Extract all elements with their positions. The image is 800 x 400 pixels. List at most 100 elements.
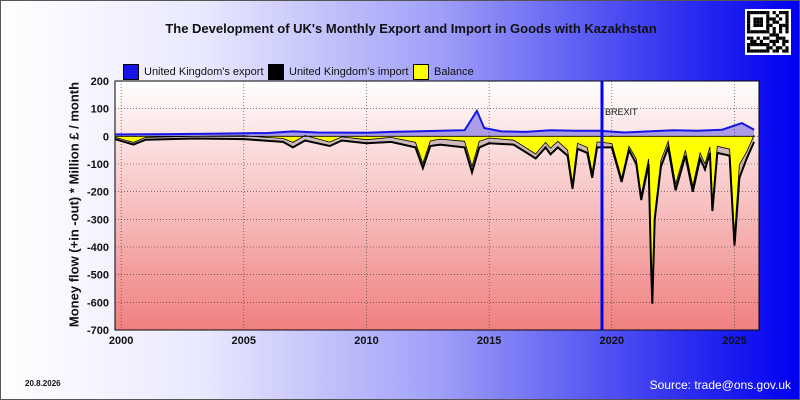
qr-module: [775, 20, 779, 24]
qr-module: [772, 39, 776, 43]
qr-module: [782, 11, 786, 15]
qr-module: [772, 43, 776, 47]
qr-module: [766, 17, 770, 21]
qr-module: [785, 30, 789, 34]
qr-module: [750, 36, 754, 40]
qr-code: [745, 9, 791, 55]
qr-module: [747, 17, 751, 21]
legend-balance: Balance: [413, 64, 474, 80]
qr-module: [747, 46, 751, 50]
legend-import-swatch: [268, 64, 284, 80]
qr-module: [756, 36, 760, 40]
qr-module: [779, 17, 783, 21]
qr-module: [750, 43, 754, 47]
qr-module: [763, 36, 767, 40]
qr-module: [763, 49, 767, 53]
x-tick-label: 2025: [722, 335, 746, 347]
qr-module: [756, 11, 760, 15]
qr-module: [766, 43, 770, 47]
qr-pattern: [747, 11, 789, 53]
qr-module: [747, 11, 751, 15]
legend-import-label: United Kingdom's import: [289, 66, 409, 78]
qr-module: [747, 49, 751, 53]
qr-module: [747, 43, 751, 47]
qr-module: [785, 27, 789, 31]
qr-module: [785, 17, 789, 21]
qr-module: [750, 11, 754, 15]
qr-module: [766, 36, 770, 40]
qr-module: [759, 17, 763, 21]
qr-module: [785, 11, 789, 15]
qr-module: [759, 20, 763, 24]
qr-module: [747, 30, 751, 34]
qr-module: [772, 20, 776, 24]
qr-module: [779, 23, 783, 27]
qr-module: [759, 11, 763, 15]
qr-module: [756, 20, 760, 24]
qr-module: [766, 14, 770, 18]
qr-module: [753, 43, 757, 47]
qr-module: [747, 27, 751, 31]
qr-module: [766, 46, 770, 50]
qr-module: [759, 43, 763, 47]
qr-module: [772, 30, 776, 34]
qr-module: [779, 36, 783, 40]
qr-module: [747, 23, 751, 27]
qr-module: [753, 39, 757, 43]
y-tick-label: 100: [91, 104, 109, 116]
qr-module: [779, 11, 783, 15]
qr-module: [753, 17, 757, 21]
qr-module: [769, 33, 773, 37]
qr-module: [766, 30, 770, 34]
qr-module: [769, 17, 773, 21]
qr-module: [772, 11, 776, 15]
qr-module: [785, 14, 789, 18]
qr-module: [766, 23, 770, 27]
qr-module: [759, 23, 763, 27]
qr-module: [766, 11, 770, 15]
qr-module: [785, 46, 789, 50]
qr-module: [775, 14, 779, 18]
legend-balance-label: Balance: [434, 66, 474, 78]
legend-balance-swatch: [413, 64, 429, 80]
qr-module: [772, 17, 776, 21]
qr-module: [772, 49, 776, 53]
qr-module: [779, 30, 783, 34]
qr-module: [775, 49, 779, 53]
import-line: [115, 137, 756, 304]
y-tick-label: -700: [87, 325, 109, 337]
qr-module: [766, 49, 770, 53]
y-tick-label: 0: [103, 131, 109, 143]
qr-module: [756, 43, 760, 47]
qr-module: [753, 11, 757, 15]
qr-module: [763, 43, 767, 47]
qr-module: [779, 27, 783, 31]
y-tick-label: -300: [87, 214, 109, 226]
y-tick-label: -400: [87, 242, 109, 254]
qr-module: [756, 17, 760, 21]
legend-export-label: United Kingdom's export: [144, 66, 264, 78]
y-tick-label: -600: [87, 297, 109, 309]
qr-module: [753, 23, 757, 27]
qr-module: [775, 39, 779, 43]
qr-module: [775, 36, 779, 40]
y-tick-label: -200: [87, 187, 109, 199]
qr-module: [753, 49, 757, 53]
qr-module: [772, 27, 776, 31]
qr-module: [747, 20, 751, 24]
source-credit: Source: trade@ons.gov.uk: [649, 378, 791, 392]
x-tick-label: 2010: [354, 335, 378, 347]
qr-module: [747, 14, 751, 18]
legend-export-swatch: [123, 64, 139, 80]
x-tick-label: 2020: [600, 335, 624, 347]
plot-background: [114, 80, 760, 331]
brexit-label: BREXIT: [605, 107, 638, 117]
qr-module: [775, 46, 779, 50]
legend-import: United Kingdom's import: [268, 64, 409, 80]
export-line: [115, 108, 755, 136]
qr-module: [785, 23, 789, 27]
qr-module: [756, 30, 760, 34]
qr-module: [782, 43, 786, 47]
qr-module: [759, 49, 763, 53]
